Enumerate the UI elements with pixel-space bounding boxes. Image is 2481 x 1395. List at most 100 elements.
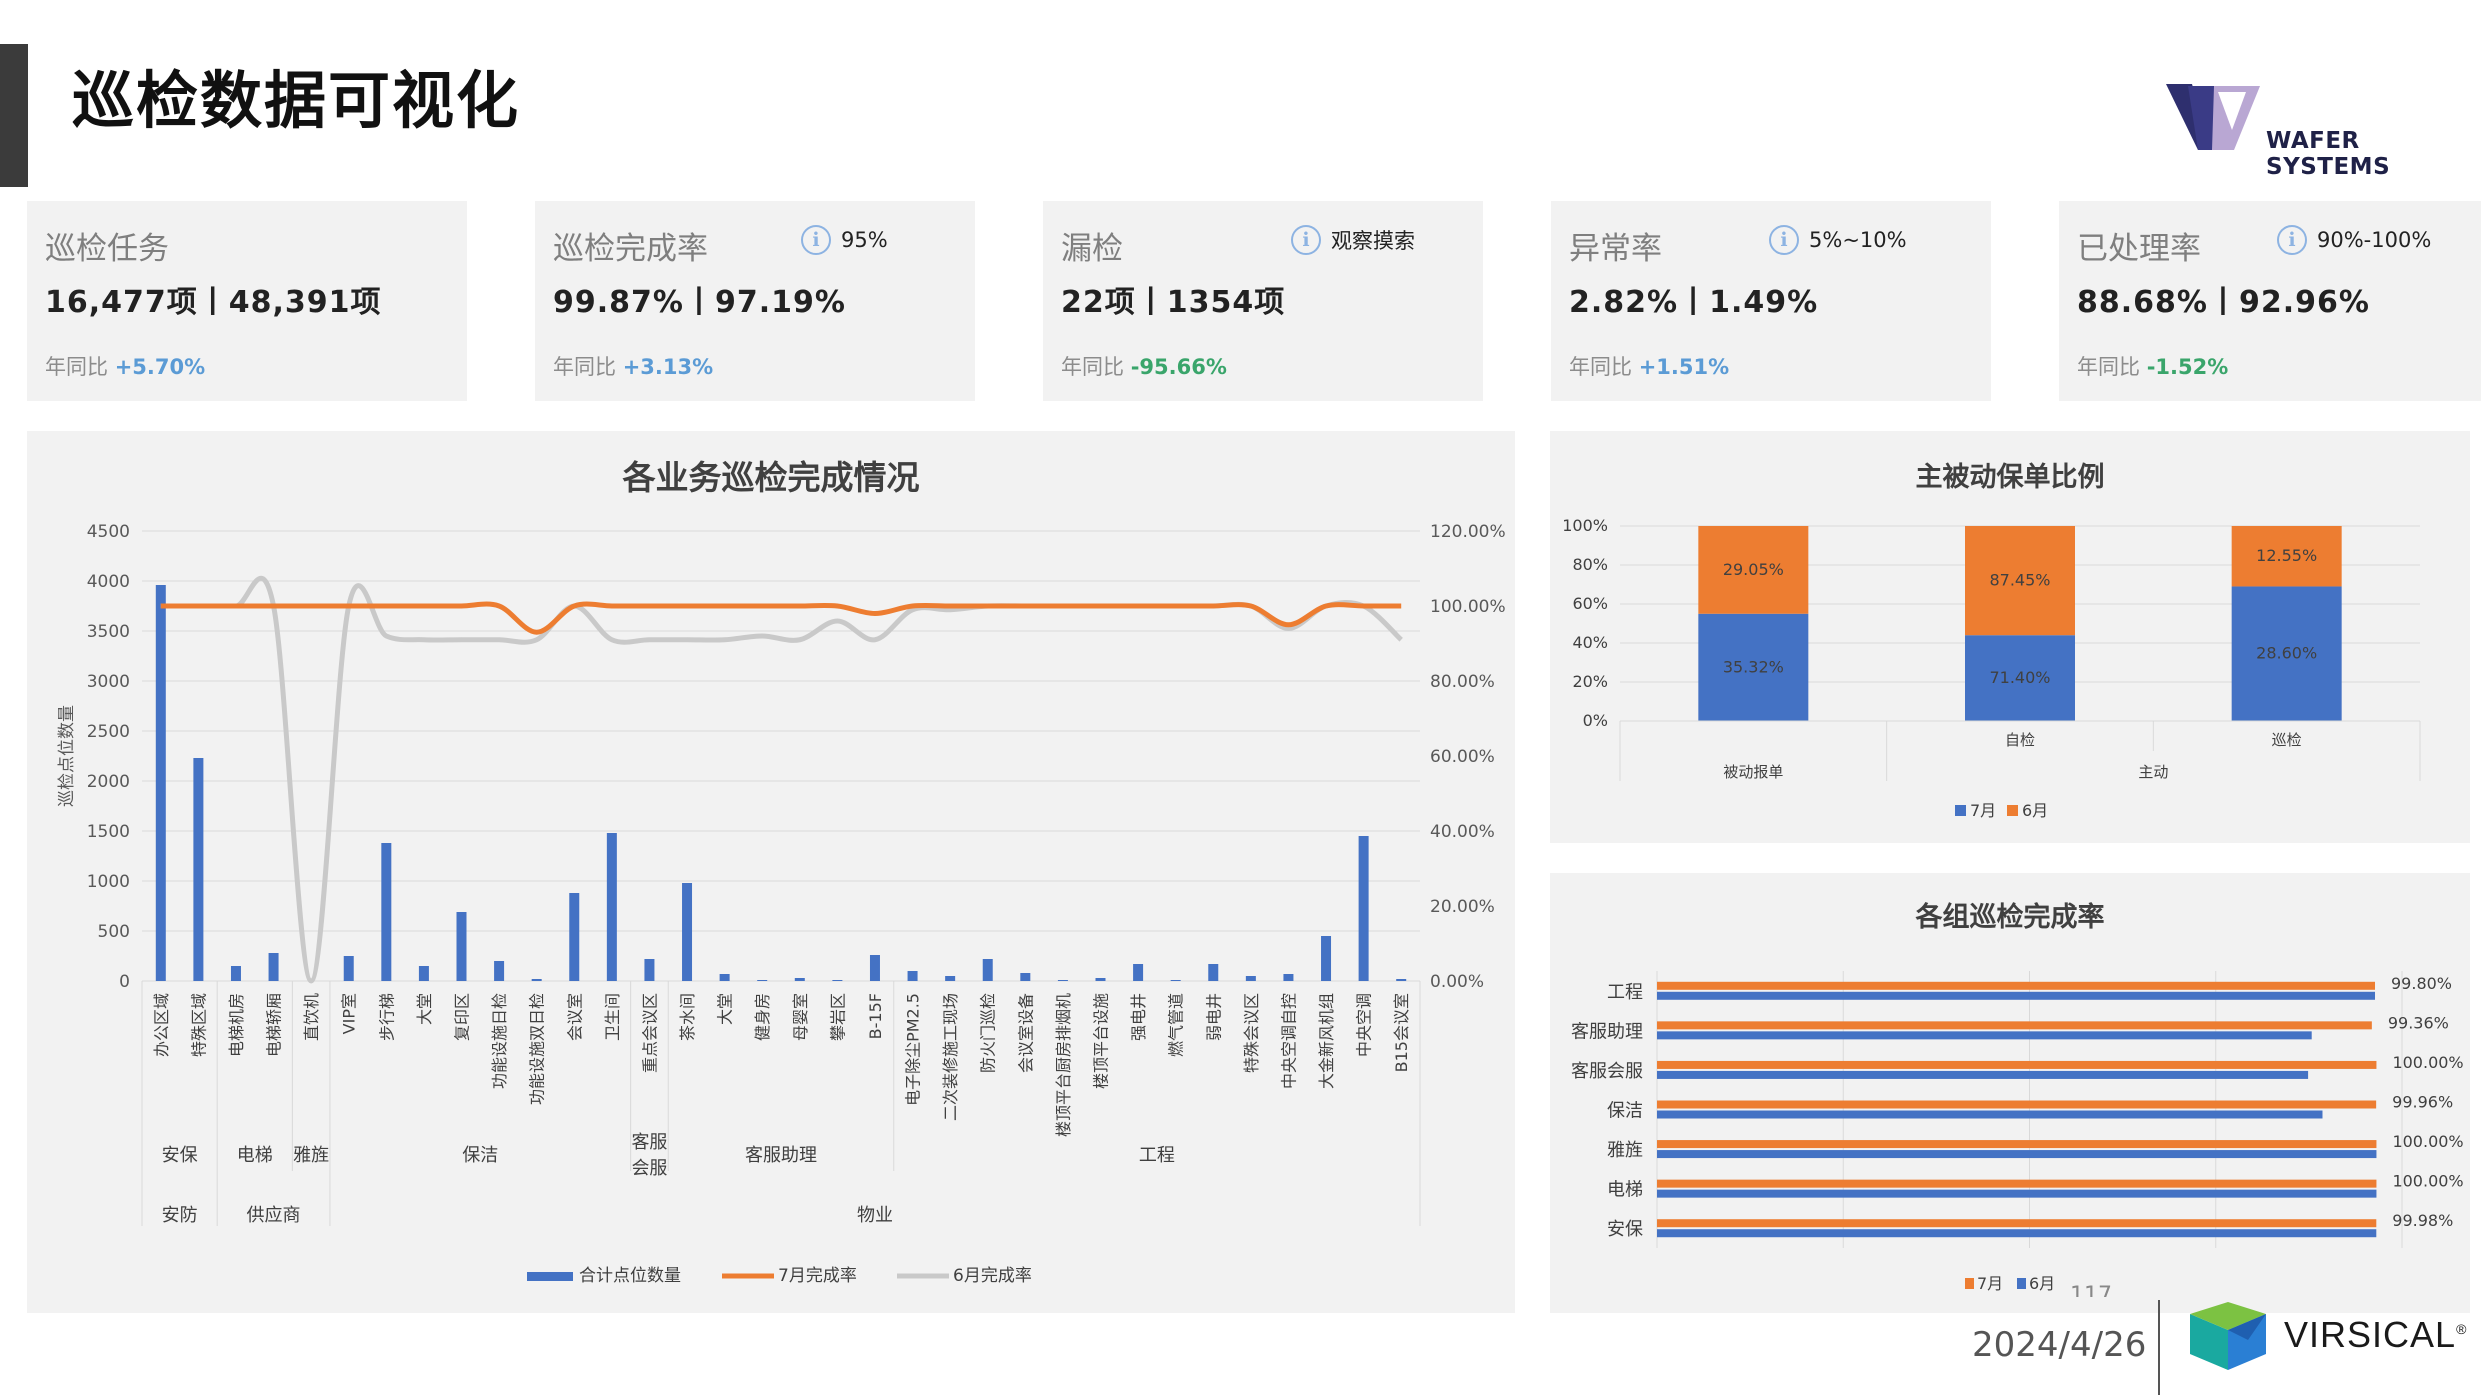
kpi-info[interactable]: i 观察摸索: [1291, 225, 1415, 255]
bar: [1396, 979, 1407, 981]
info-icon[interactable]: i: [2277, 225, 2307, 255]
x-tick-label: 大堂: [415, 993, 434, 1025]
x-tick-label: 复印区: [453, 993, 472, 1041]
bar: [1057, 980, 1068, 981]
group-label: 安保: [162, 1145, 198, 1166]
group-label: 供应商: [247, 1205, 301, 1226]
y-tick-label: 1000: [87, 872, 130, 892]
stacked-bar-segment: [2231, 586, 2342, 721]
y-tick-label: 1500: [87, 822, 130, 842]
bar: [569, 893, 580, 981]
x-tick-label: 大堂: [716, 993, 735, 1025]
bar: [494, 961, 505, 981]
y-tick-label: 3000: [87, 672, 130, 692]
data-label: 87.45%: [1989, 571, 2050, 590]
legend-swatch: [1965, 1278, 1974, 1289]
bar: [1208, 964, 1219, 981]
y-tick-label: 500: [98, 922, 130, 942]
x-tick-label: 弱电井: [1204, 993, 1223, 1041]
x-tick-label: 会议室: [565, 993, 584, 1041]
page-number: 117: [2070, 1283, 2112, 1297]
bar: [268, 953, 279, 981]
data-label: 100.00%: [2392, 1053, 2463, 1072]
bar: [1657, 1110, 2323, 1119]
kpi-value: 99.87%丨97.19%: [553, 285, 846, 320]
bar: [1657, 1150, 2377, 1159]
x-tick-label: 健身房: [753, 993, 772, 1041]
bar: [1657, 1140, 2377, 1149]
data-label: 35.32%: [1723, 657, 1784, 676]
x-tick-label: 自检: [2005, 731, 2035, 749]
y2-tick-label: 80.00%: [1430, 672, 1495, 692]
y2-tick-label: 40.00%: [1430, 822, 1495, 842]
y-tick-label: 客服助理: [1571, 1021, 1643, 1042]
group-label: 保洁: [462, 1145, 498, 1166]
y2-tick-label: 100.00%: [1430, 597, 1506, 617]
y-tick-label: 保洁: [1607, 1101, 1643, 1122]
data-label: 99.36%: [2388, 1013, 2449, 1032]
x-tick-label: B15会议室: [1392, 993, 1411, 1072]
y-tick-label: 0%: [1583, 711, 1608, 730]
wafer-logo-icon: [2166, 84, 2260, 150]
footer-divider: [2158, 1300, 2160, 1395]
group-completion-chart: 工程 99.80% 客服助理 99.36% 客服会服 100.00% 保洁 99.96% 雅旌 1…: [1571, 971, 2464, 1293]
data-label: 99.98%: [2392, 1211, 2453, 1230]
virsical-logo: VIRSICAL®: [2182, 1300, 2477, 1380]
bar: [1358, 836, 1369, 981]
kpi-card-inspection-tasks: 巡检任务 16,477项丨48,391项 年同比 +5.70%: [27, 201, 467, 401]
x-tick-label: 中央空调自控: [1279, 993, 1298, 1089]
x-tick-label: 母婴室: [791, 993, 810, 1041]
bar: [945, 976, 956, 981]
kpi-title: 巡检任务: [45, 231, 169, 267]
y-tick-label: 4000: [87, 572, 130, 592]
kpi-info[interactable]: i 90%-100%: [2277, 225, 2431, 255]
group-label: 被动报单: [1723, 763, 1783, 781]
info-icon[interactable]: i: [1291, 225, 1321, 255]
chart-title: 各业务巡检完成情况: [622, 458, 920, 497]
data-label: 12.55%: [2256, 546, 2317, 565]
legend-label: 7月: [1977, 1274, 2003, 1293]
bar: [832, 980, 843, 981]
kpi-yoy: 年同比 +5.70%: [45, 355, 206, 379]
kpi-info[interactable]: i 95%: [801, 225, 888, 255]
y-tick-label: 电梯: [1607, 1180, 1643, 1201]
y-tick-label: 60%: [1572, 594, 1608, 613]
kpi-info[interactable]: i 5%~10%: [1769, 225, 1907, 255]
bar: [1657, 1229, 2377, 1238]
chart-title: 主被动保单比例: [1915, 462, 2105, 493]
data-label: 71.40%: [1989, 668, 2050, 687]
page-title: 巡检数据可视化: [72, 64, 521, 137]
bar: [644, 959, 655, 981]
bar: [1245, 976, 1256, 981]
group-label: 雅旌: [293, 1145, 329, 1166]
data-label: 99.96%: [2392, 1093, 2453, 1112]
x-tick-label: 防火门巡检: [979, 993, 998, 1073]
bar: [456, 912, 467, 981]
kpi-value: 22项丨1354项: [1061, 285, 1286, 320]
header-accent-bar: [0, 44, 28, 187]
legend-label: 6月: [2029, 1274, 2055, 1293]
bar: [531, 979, 542, 981]
group-label: 工程: [1139, 1145, 1175, 1166]
legend-swatch: [2017, 1278, 2026, 1289]
bar: [1657, 1060, 2377, 1069]
data-label: 29.05%: [1723, 560, 1784, 579]
y-tick-label: 2000: [87, 772, 130, 792]
bar: [982, 959, 993, 981]
group-label: 电梯: [237, 1145, 273, 1166]
bar: [606, 833, 617, 981]
y-tick-label: 3500: [87, 622, 130, 642]
business-completion-chart-panel: 各业务巡检完成情况 0 500 1000 1500 2000 2500 3000 3500 40…: [27, 431, 1515, 1313]
x-tick-label: 特殊会议区: [1242, 993, 1261, 1073]
legend-swatch: [527, 1272, 573, 1281]
kpi-yoy: 年同比 +1.51%: [1569, 355, 1730, 379]
y-tick-label: 2500: [87, 722, 130, 742]
y-tick-label: 工程: [1607, 982, 1643, 1003]
kpi-title: 异常率: [1569, 231, 1662, 267]
info-icon[interactable]: i: [1769, 225, 1799, 255]
bar: [1095, 978, 1106, 981]
virsical-logo-icon: [2190, 1302, 2266, 1370]
legend-label: 合计点位数量: [579, 1266, 681, 1286]
info-icon[interactable]: i: [801, 225, 831, 255]
kpi-value: 16,477项丨48,391项: [45, 285, 382, 320]
